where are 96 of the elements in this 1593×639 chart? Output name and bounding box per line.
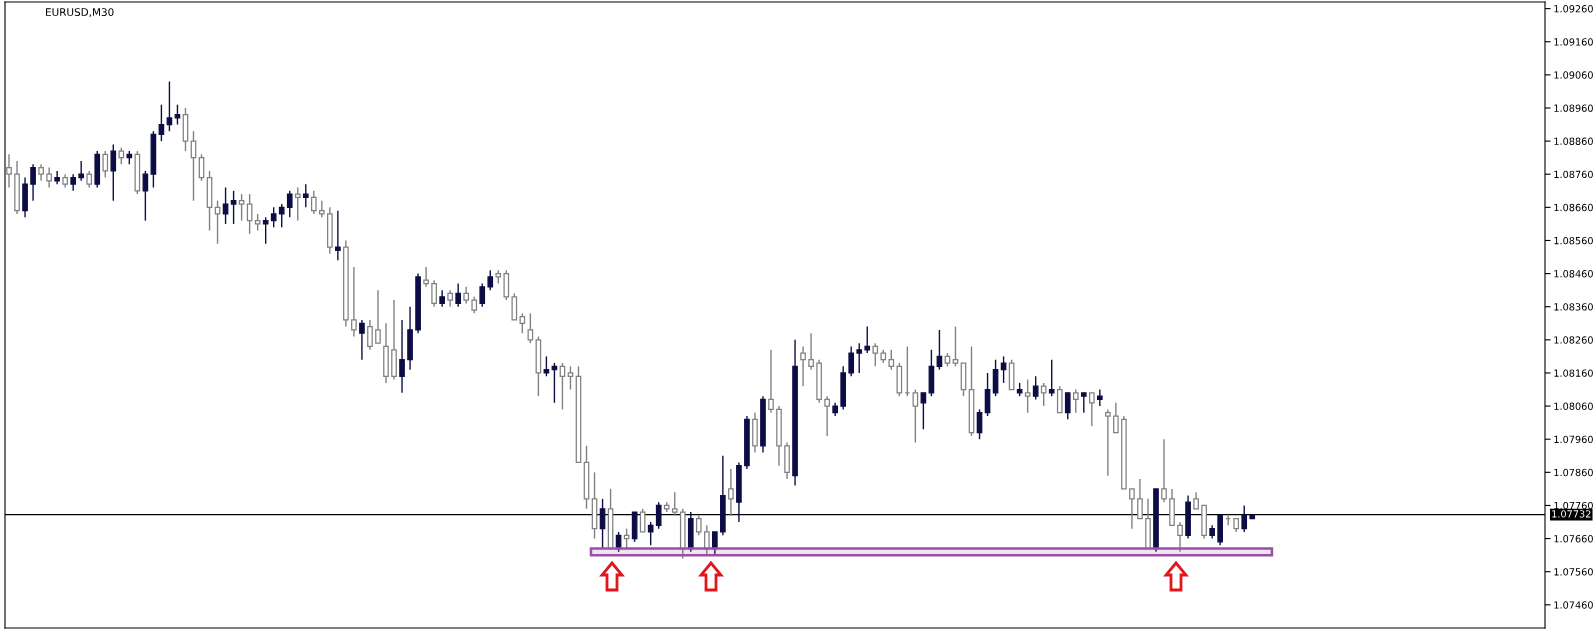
candlestick	[431, 279, 437, 308]
candlestick	[703, 524, 710, 556]
candlestick	[519, 312, 526, 334]
candlestick	[110, 143, 117, 202]
candlestick	[543, 355, 550, 377]
candlestick	[511, 292, 518, 321]
candlestick	[808, 332, 814, 371]
candlestick	[351, 266, 357, 338]
candlestick	[1056, 385, 1063, 414]
y-tick-label: 1.08260	[1554, 336, 1593, 344]
y-tick-label: 1.08560	[1554, 236, 1593, 245]
candlestick	[1080, 392, 1087, 414]
candlestick	[359, 319, 365, 361]
candlestick	[671, 491, 678, 517]
candlestick	[1040, 382, 1047, 407]
candlestick	[888, 349, 895, 371]
candlestick	[335, 209, 341, 262]
candlestick	[647, 521, 654, 546]
candlestick	[262, 216, 269, 245]
candlestick	[639, 508, 646, 533]
candlestick	[1032, 375, 1039, 401]
candlestick	[30, 163, 36, 202]
y-tick-label: 1.07460	[1554, 601, 1593, 609]
candlestick	[912, 388, 919, 444]
y-tick-label: 1.08760	[1554, 170, 1593, 179]
candlestick	[1177, 521, 1183, 553]
candlestick	[1000, 355, 1007, 384]
candlestick	[375, 289, 381, 344]
candlestick	[423, 266, 429, 288]
candlestick	[1161, 438, 1167, 503]
candlestick	[190, 130, 197, 202]
y-tick-label: 1.08960	[1554, 104, 1593, 112]
candlestick	[952, 325, 959, 368]
y-tick-label: 1.08660	[1554, 203, 1593, 212]
candlestick	[728, 468, 734, 517]
candlestick	[302, 183, 309, 209]
y-tick-label: 1.07860	[1554, 468, 1593, 477]
candlestick	[800, 345, 806, 387]
y-tick-label: 1.07960	[1554, 435, 1593, 444]
y-tick-label: 1.08860	[1554, 137, 1593, 145]
candlestick	[655, 501, 662, 530]
candlestick	[848, 345, 855, 377]
candlestick	[270, 206, 277, 228]
candlestick	[567, 365, 574, 391]
y-tick-label: 1.08160	[1554, 369, 1593, 377]
candlestick	[479, 282, 486, 308]
candlestick	[1097, 388, 1103, 407]
candlestick	[864, 325, 871, 354]
candlestick	[310, 190, 317, 215]
ref-line-label: 1.07732	[1552, 510, 1591, 518]
candlestick	[768, 349, 774, 414]
candlestick	[246, 193, 253, 235]
candlestick	[487, 269, 494, 291]
candlestick	[78, 160, 85, 182]
candlestick	[214, 200, 221, 245]
y-tick-label: 1.07760	[1554, 501, 1593, 510]
candlestick	[6, 153, 12, 189]
candlestick	[1129, 488, 1135, 530]
candlestick	[1241, 504, 1248, 533]
candlestick	[238, 193, 245, 222]
y-tick-label: 1.07660	[1554, 535, 1593, 543]
candlestick	[695, 514, 702, 536]
candlestick	[1088, 392, 1095, 427]
y-tick-label: 1.08060	[1554, 402, 1593, 410]
y-tick-label: 1.07560	[1554, 568, 1593, 576]
candlestick	[1072, 388, 1079, 414]
candlestick	[455, 282, 462, 308]
candlestick	[1137, 478, 1143, 520]
y-tick-label: 1.08360	[1554, 303, 1593, 311]
candlestick	[856, 342, 863, 374]
candlestick	[1048, 359, 1055, 397]
candlestick	[286, 190, 293, 218]
candlestick	[872, 342, 879, 368]
y-tick-label: 1.09260	[1554, 5, 1593, 13]
candlestick	[824, 395, 830, 437]
y-tick-label: 1.09060	[1554, 71, 1593, 79]
candlestick	[318, 200, 325, 218]
candlestick	[1024, 378, 1031, 414]
candlestick	[1113, 402, 1119, 434]
candlestick	[166, 80, 173, 132]
candlestick	[230, 190, 237, 225]
candlestick	[222, 186, 229, 225]
candlestick	[503, 269, 510, 301]
candlestick	[399, 319, 405, 394]
candlestick	[294, 186, 301, 222]
candlestick	[367, 319, 373, 351]
candlestick	[174, 103, 181, 126]
text: EURUSD,M30	[46, 8, 114, 18]
y-tick-label: 1.09160	[1554, 38, 1593, 46]
y-tick-label: 1.08460	[1554, 270, 1593, 278]
candlestick	[46, 166, 52, 189]
candlestick	[102, 150, 109, 179]
candlestick	[712, 531, 718, 556]
candlestick	[1105, 408, 1111, 477]
candlestick	[278, 203, 285, 228]
candlestick	[1064, 392, 1071, 421]
